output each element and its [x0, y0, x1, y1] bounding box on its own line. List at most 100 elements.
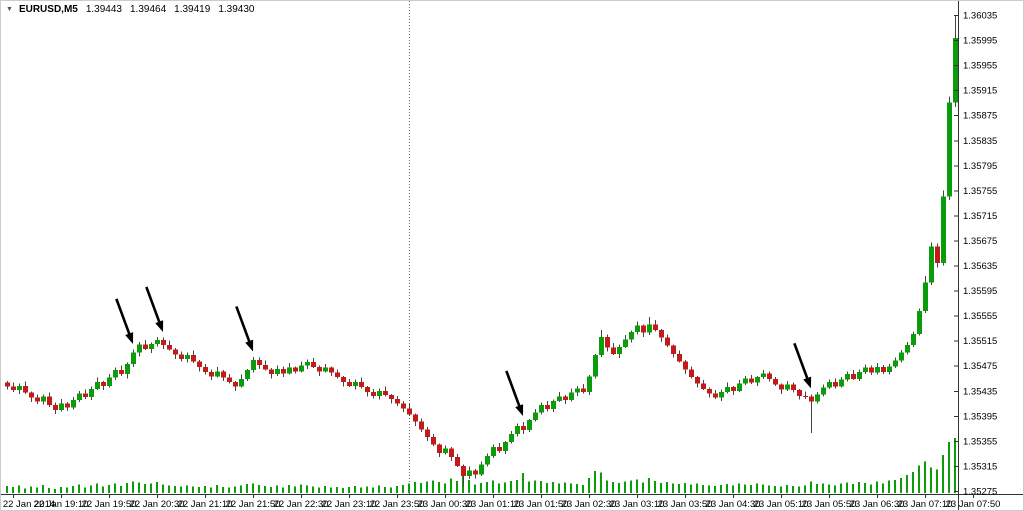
volume-bar — [852, 484, 854, 493]
candle — [485, 453, 490, 467]
volume-bar — [744, 484, 746, 493]
candle — [311, 358, 316, 369]
volume-bar — [444, 483, 446, 493]
volume-bar — [924, 461, 926, 493]
time-tick-label: 23 Jan 06:30 — [850, 499, 905, 510]
volume-bar — [150, 483, 152, 493]
candle — [59, 398, 64, 412]
candle — [929, 242, 934, 285]
volume-bar — [702, 484, 704, 493]
candle — [527, 418, 532, 433]
candle — [845, 371, 850, 382]
candle — [521, 422, 526, 435]
volume-bar — [774, 486, 776, 493]
volume-bar — [816, 484, 818, 493]
candle — [431, 434, 436, 446]
candle — [785, 380, 790, 391]
volume-bar — [768, 485, 770, 493]
volume-bar — [888, 480, 890, 493]
candle — [455, 454, 460, 468]
volume-bar — [414, 482, 416, 493]
volume-bar — [522, 472, 524, 493]
time-tick-label: 23 Jan 02:30 — [562, 499, 617, 510]
volume-bar — [426, 481, 428, 493]
volume-bar — [336, 486, 338, 493]
candle — [497, 442, 502, 453]
price-tick-label: 1.35875 — [963, 111, 997, 122]
time-tick-label: 23 Jan 01:50 — [514, 499, 569, 510]
candle — [65, 402, 70, 411]
volume-bar — [690, 484, 692, 493]
candle — [53, 402, 58, 414]
candle — [887, 363, 892, 375]
candle — [419, 418, 424, 433]
candle — [683, 360, 688, 374]
annotations-layer — [115, 286, 812, 416]
volume-bar — [408, 483, 410, 493]
price-axis[interactable]: 1.36035 1.35995 1.35955 1.35915 1.35875 1.358… — [954, 11, 997, 498]
volume-bar — [300, 484, 302, 493]
candle — [917, 308, 922, 336]
volume-bar — [222, 486, 224, 493]
time-tick-label: 22 Jan 21:50 — [226, 499, 281, 510]
volume-bar — [306, 485, 308, 493]
candle — [839, 377, 844, 388]
candle — [461, 464, 466, 487]
candle — [329, 366, 334, 376]
price-tick-label: 1.35915 — [963, 86, 997, 97]
volume-bar — [468, 479, 470, 493]
volume-bar — [396, 486, 398, 493]
candle — [863, 364, 868, 374]
candle — [287, 363, 292, 375]
candle — [827, 379, 832, 389]
candle — [665, 334, 670, 347]
candle — [725, 382, 730, 394]
candle — [107, 373, 112, 388]
price-tick-label: 1.35635 — [963, 261, 997, 272]
volume-bar — [180, 486, 182, 493]
volume-bar — [216, 484, 218, 493]
candle — [911, 331, 916, 347]
volume-bar — [612, 482, 614, 493]
candle — [389, 393, 394, 404]
candle — [515, 423, 520, 437]
volume-bar — [558, 483, 560, 493]
volume-bar — [684, 482, 686, 493]
candle — [17, 383, 22, 394]
candle — [131, 349, 136, 367]
price-tick-label: 1.35355 — [963, 436, 997, 447]
time-tick-label: 23 Jan 07:10 — [898, 499, 953, 510]
candle — [41, 394, 46, 405]
candle — [143, 340, 148, 351]
candle — [791, 382, 796, 393]
candle — [47, 392, 52, 408]
volume-bar — [42, 484, 44, 493]
time-tick-label: 23 Jan 03:10 — [610, 499, 665, 510]
price-tick-label: 1.35555 — [963, 311, 997, 322]
price-tick-label: 1.35795 — [963, 161, 997, 172]
time-tick-label: 22 Jan 23:10 — [322, 499, 377, 510]
volume-bar — [786, 484, 788, 493]
volume-bar — [354, 486, 356, 493]
candle — [815, 392, 820, 404]
volume-bar — [552, 482, 554, 493]
volume-bar — [258, 484, 260, 493]
volume-bar — [54, 488, 56, 493]
candle — [233, 380, 238, 391]
volume-bar — [474, 484, 476, 493]
volume-bar — [186, 485, 188, 493]
candle — [155, 336, 160, 347]
volume-bar — [714, 486, 716, 493]
volume-bar — [240, 485, 242, 493]
candle — [365, 385, 370, 397]
volume-bar — [792, 485, 794, 493]
candle — [617, 344, 622, 359]
candle — [125, 362, 130, 379]
candle — [89, 386, 94, 401]
price-tick-label: 1.35435 — [963, 386, 997, 397]
volume-bar — [738, 483, 740, 493]
volume-bar — [18, 485, 20, 493]
